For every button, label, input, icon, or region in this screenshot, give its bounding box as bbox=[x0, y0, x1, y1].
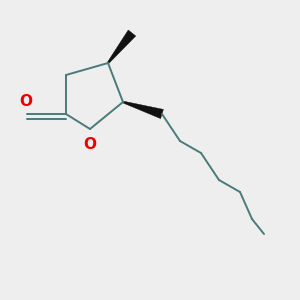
Text: O: O bbox=[83, 136, 97, 152]
Text: O: O bbox=[19, 94, 32, 110]
Polygon shape bbox=[123, 101, 164, 118]
Polygon shape bbox=[107, 30, 136, 64]
